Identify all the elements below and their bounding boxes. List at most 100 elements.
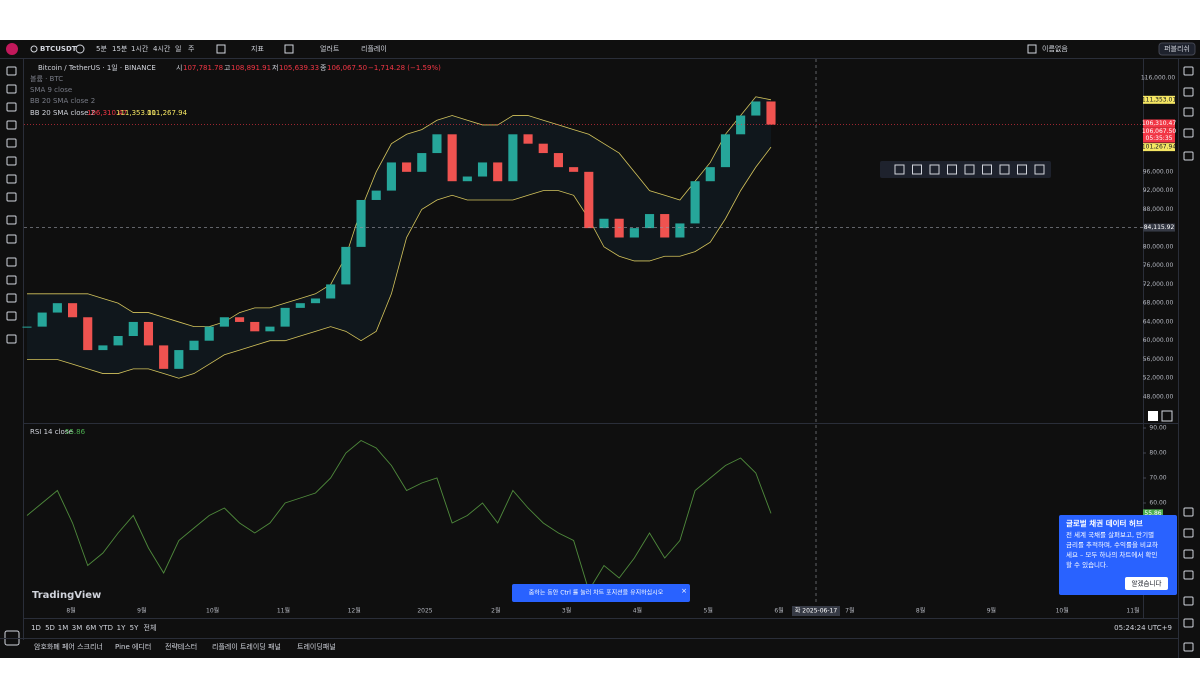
floating-tool[interactable] <box>947 164 957 175</box>
sidebar-icon[interactable] <box>1183 528 1194 538</box>
y-tick-label: 80.00 <box>1149 450 1166 457</box>
range-button[interactable]: 5D <box>45 624 55 632</box>
range-button[interactable]: 6M <box>86 624 97 632</box>
popup-line: 전 세계 국채를 살펴보고, 만기별 <box>1066 530 1154 539</box>
sidebar-icon[interactable] <box>1183 507 1194 517</box>
floating-tool[interactable] <box>929 164 940 175</box>
sidebar-icon[interactable] <box>1183 66 1194 76</box>
range-button[interactable]: 1D <box>31 624 41 632</box>
interval-button[interactable]: 주 <box>188 45 195 53</box>
bb-lower <box>27 146 772 379</box>
tool-icon[interactable] <box>6 215 17 225</box>
ohlc-value: 107,781.78 <box>183 64 223 72</box>
floating-tool[interactable] <box>999 164 1010 175</box>
log-scale-l[interactable] <box>1161 410 1173 422</box>
sidebar-icon[interactable] <box>1183 151 1194 161</box>
publish-button[interactable] <box>1158 42 1196 56</box>
floating-tool[interactable] <box>894 164 905 175</box>
countdown: 05:35:35 <box>1146 135 1173 142</box>
indicators-button[interactable]: 지표 <box>251 44 264 53</box>
floating-tool[interactable] <box>1034 164 1045 175</box>
ohlc-label: 저 <box>272 63 278 72</box>
interval-button[interactable]: 5분 <box>96 45 107 53</box>
alert-button[interactable]: 얼러트 <box>320 44 340 53</box>
popup-line: 세요 – 모두 하나의 차트에서 확인 <box>1066 550 1157 559</box>
range-button[interactable]: YTD <box>98 624 113 632</box>
bottom-tab[interactable]: 트레이딩패널 <box>297 642 336 651</box>
tool-icon[interactable] <box>6 138 17 148</box>
tool-icon[interactable] <box>6 293 17 303</box>
auto-scale-a[interactable] <box>1148 411 1158 421</box>
floating-tool[interactable] <box>964 164 975 175</box>
candle <box>538 143 548 154</box>
candle <box>67 303 78 318</box>
layout-checkbox[interactable] <box>1027 44 1037 54</box>
sidebar-icon[interactable] <box>1183 549 1194 559</box>
interval-button[interactable]: 1시간 <box>131 44 149 53</box>
tool-icon[interactable] <box>6 192 17 202</box>
floating-tool[interactable] <box>982 164 992 175</box>
sidebar-icon[interactable] <box>1183 87 1194 97</box>
sidebar-icon[interactable] <box>1183 107 1194 117</box>
candle <box>52 303 62 313</box>
bottom-tab[interactable]: 암호화폐 페어 스크리너 <box>34 642 103 651</box>
range-button[interactable]: 5Y <box>130 624 139 632</box>
compare-button[interactable] <box>75 44 85 54</box>
sma-legend: SMA 9 close <box>30 86 72 94</box>
clock[interactable]: 05:24:24 UTC+9 <box>1114 624 1172 632</box>
floating-tool[interactable] <box>1017 164 1027 175</box>
candle <box>493 162 503 182</box>
tool-icon[interactable] <box>6 334 17 344</box>
tool-icon[interactable] <box>6 84 17 94</box>
y-tick-label: 48,000.00 <box>1143 393 1174 400</box>
tool-icon[interactable] <box>6 102 17 112</box>
tool-icon[interactable] <box>6 257 17 267</box>
sidebar-icon[interactable] <box>1183 128 1194 138</box>
sidebar-icon[interactable] <box>1183 618 1194 628</box>
chart-type-icon[interactable] <box>216 44 226 54</box>
interval-button[interactable]: 일 <box>175 44 181 53</box>
range-button[interactable]: 3M <box>72 624 83 632</box>
bottom-tab[interactable]: 전략테스터 <box>165 642 197 651</box>
candle <box>736 115 746 135</box>
user-avatar[interactable] <box>6 43 18 55</box>
time-label: 8월 <box>66 607 75 615</box>
range-button[interactable]: 전체 <box>144 623 157 632</box>
sidebar-icon[interactable] <box>1183 570 1194 580</box>
tool-icon[interactable] <box>6 66 17 76</box>
sidebar-icon[interactable] <box>1183 596 1194 606</box>
tool-icon[interactable] <box>6 174 17 184</box>
bottom-tab[interactable]: Pine 에디터 <box>115 642 151 651</box>
layout-icon[interactable] <box>284 44 294 54</box>
replay-button[interactable]: 리플레이 <box>361 44 387 53</box>
rsi-legend-value: 55.86 <box>65 428 86 436</box>
range-button[interactable]: 1Y <box>117 624 126 632</box>
candle <box>98 345 108 351</box>
symbol[interactable]: BTCUSDT <box>40 45 77 53</box>
tool-icon[interactable] <box>6 120 17 130</box>
tool-icon[interactable] <box>6 275 17 285</box>
bb-legend: BB 20 SMA close 2 <box>30 109 95 117</box>
tool-icon[interactable] <box>6 234 17 244</box>
candle <box>250 321 260 332</box>
rsi-legend: RSI 14 close <box>30 428 73 436</box>
tool-icon[interactable] <box>6 311 17 321</box>
candle <box>614 218 624 238</box>
tool-icon[interactable] <box>6 156 17 166</box>
candle <box>402 162 412 172</box>
tradingview-logo: TradingView <box>32 590 101 601</box>
popup-button[interactable] <box>1125 577 1168 590</box>
search-icon[interactable] <box>30 45 38 53</box>
bottom-tab[interactable]: 리플레이 트레이딩 패널 <box>212 642 281 651</box>
range-button[interactable]: 1M <box>58 624 69 632</box>
interval-button[interactable]: 15분 <box>112 45 128 53</box>
popup-line: 금리를 추적하며, 수익률을 비교하 <box>1066 540 1158 549</box>
sidebar-icon[interactable] <box>1183 642 1194 652</box>
layout-name[interactable]: 이름없음 <box>1042 44 1068 53</box>
time-label: 12월 <box>348 607 361 615</box>
interval-button[interactable]: 4시간 <box>153 44 171 53</box>
y-tick-label: 80,000.00 <box>1143 243 1174 250</box>
floating-tool[interactable] <box>912 164 922 175</box>
toast-close[interactable]: × <box>681 587 687 595</box>
